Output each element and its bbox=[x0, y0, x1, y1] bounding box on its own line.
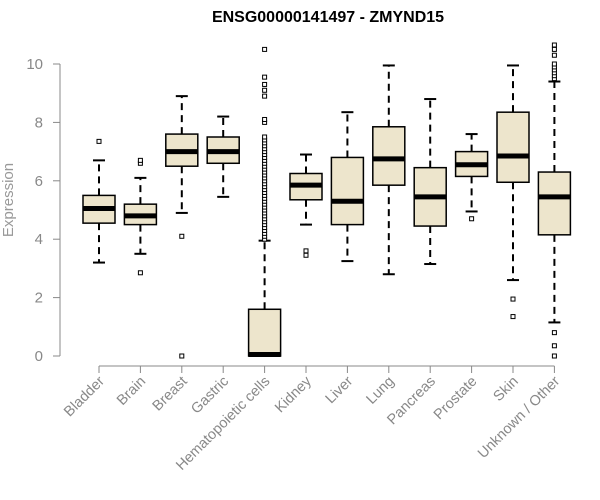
outlier-point bbox=[510, 296, 516, 302]
box-pancreas bbox=[413, 98, 447, 266]
outlier-point bbox=[551, 42, 557, 48]
x-tick-label: Skin bbox=[491, 374, 522, 405]
y-axis-label: Expression bbox=[0, 163, 17, 237]
y-tick-label: 4 bbox=[35, 231, 43, 248]
outlier-point bbox=[303, 248, 309, 254]
x-tick-label: Lung bbox=[363, 374, 397, 408]
box-skin bbox=[496, 64, 530, 320]
x-tick-label: Kidney bbox=[272, 373, 315, 416]
x-tick-label: Liver bbox=[323, 373, 357, 407]
outlier-point bbox=[262, 93, 268, 99]
outlier-point bbox=[262, 46, 268, 52]
outlier-point bbox=[262, 134, 268, 140]
outlier-point bbox=[469, 216, 475, 222]
y-tick-label: 2 bbox=[35, 290, 43, 307]
outlier-point bbox=[262, 81, 268, 87]
outlier-point bbox=[179, 233, 185, 239]
box-bladder bbox=[82, 138, 116, 264]
box-prostate bbox=[454, 133, 489, 222]
iqr-box bbox=[537, 171, 572, 236]
x-tick-label: Breast bbox=[150, 374, 191, 415]
box-unknown-other bbox=[537, 42, 572, 359]
outlier-point bbox=[137, 157, 143, 163]
outlier-point bbox=[262, 116, 268, 122]
iqr-box bbox=[496, 111, 530, 184]
outlier-point bbox=[551, 343, 557, 349]
y-tick-label: 0 bbox=[35, 348, 43, 365]
box-gastric bbox=[206, 115, 240, 198]
iqr-box bbox=[330, 156, 365, 226]
outlier-point bbox=[551, 46, 557, 52]
box-group bbox=[82, 42, 572, 359]
outlier-point bbox=[262, 74, 268, 80]
y-tick-label: 8 bbox=[35, 114, 43, 131]
chart-title: ENSG00000141497 - ZMYND15 bbox=[212, 9, 444, 26]
outlier-point bbox=[137, 270, 143, 276]
outlier-point bbox=[551, 330, 557, 336]
outlier-point bbox=[179, 353, 185, 359]
iqr-box bbox=[247, 308, 282, 357]
x-tick-label: Brain bbox=[114, 374, 149, 409]
y-tick-label: 6 bbox=[35, 173, 43, 190]
box-hematopoietic-cells bbox=[247, 46, 282, 358]
outlier-point bbox=[551, 353, 557, 359]
iqr-box bbox=[372, 126, 406, 186]
outlier-point bbox=[510, 314, 516, 320]
box-kidney bbox=[289, 153, 323, 258]
x-tick-label: Prostate bbox=[431, 374, 480, 423]
outlier-point bbox=[551, 52, 557, 58]
outlier-point bbox=[262, 87, 268, 93]
outlier-point bbox=[96, 138, 102, 144]
outlier-point bbox=[303, 252, 309, 258]
outlier-point bbox=[551, 61, 557, 67]
x-tick-label: Bladder bbox=[61, 373, 108, 420]
y-tick-label: 10 bbox=[26, 56, 43, 73]
box-lung bbox=[372, 64, 406, 276]
y-axis: 0 2 4 6 8 10 bbox=[26, 56, 61, 365]
box-brain bbox=[123, 157, 158, 276]
box-liver bbox=[330, 111, 365, 263]
box-breast bbox=[165, 95, 199, 359]
